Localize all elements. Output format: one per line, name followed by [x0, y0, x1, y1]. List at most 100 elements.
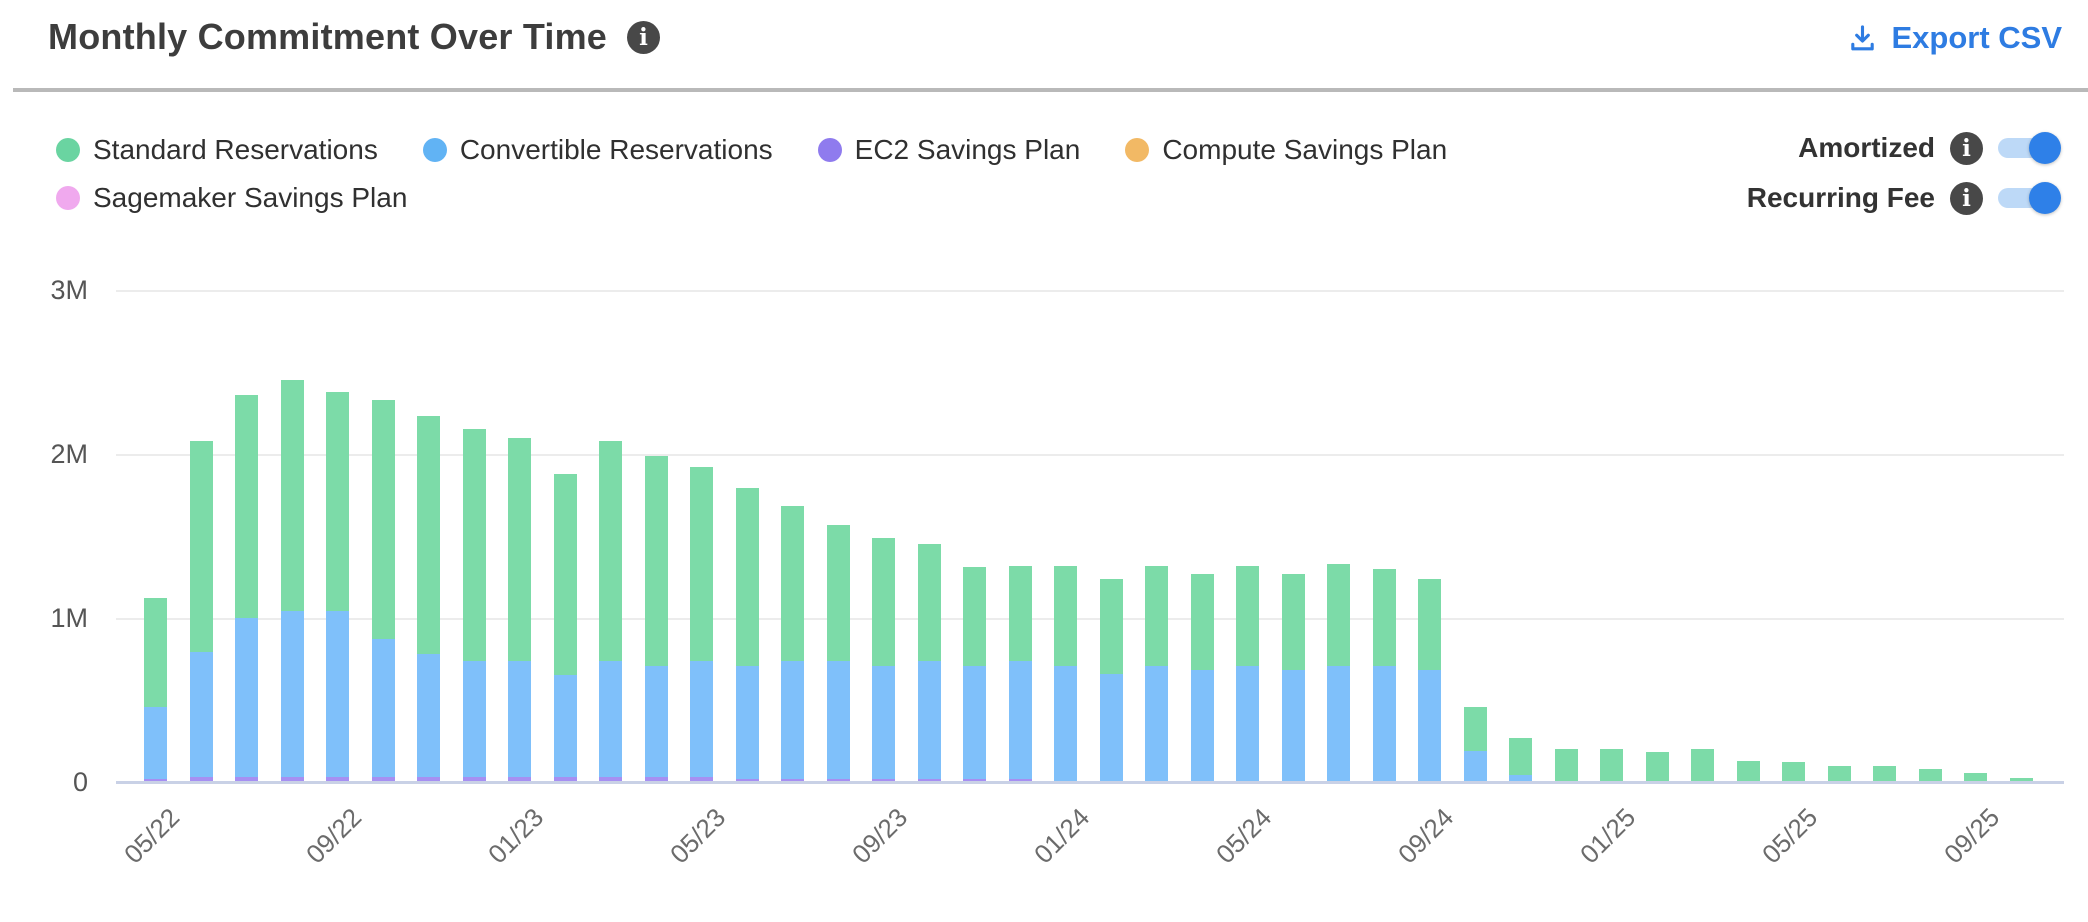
- bar-segment-ec2-savings-plan: [144, 778, 167, 782]
- bar-segment-ec2-savings-plan: [826, 778, 850, 782]
- bar-07/25[interactable]: [1873, 765, 1896, 782]
- x-axis-line: [116, 781, 2064, 784]
- bar-09/22[interactable]: [326, 391, 349, 782]
- bar-10/22[interactable]: [371, 399, 395, 782]
- bar-segment-standard-reservations: [917, 544, 941, 661]
- bar-06/22[interactable]: [189, 440, 213, 782]
- bar-08/25[interactable]: [1918, 768, 1942, 782]
- bar-05/25[interactable]: [1782, 762, 1805, 782]
- bar-03/25[interactable]: [1691, 749, 1714, 782]
- bar-02/24[interactable]: [1099, 578, 1123, 782]
- legend-row: Standard Reservations Convertible Reserva…: [56, 134, 1447, 166]
- bar-04/24[interactable]: [1190, 573, 1214, 782]
- bar-segment-standard-reservations: [2009, 777, 2033, 782]
- bar-segment-convertible-reservations: [644, 665, 668, 778]
- bar-12/24[interactable]: [1554, 749, 1578, 782]
- bar-11/22[interactable]: [417, 416, 440, 782]
- x-tick-label-05-22: 05/22: [117, 802, 185, 870]
- bar-segment-ec2-savings-plan: [872, 778, 895, 782]
- info-icon[interactable]: i: [1950, 131, 1983, 165]
- bar-segment-ec2-savings-plan: [508, 777, 531, 782]
- bar-02/23[interactable]: [553, 473, 577, 782]
- bar-11/24[interactable]: [1509, 737, 1532, 782]
- legend-item-sagemaker-savings-plan[interactable]: Sagemaker Savings Plan: [56, 182, 407, 214]
- bar-12/23[interactable]: [1008, 565, 1032, 782]
- bar-segment-standard-reservations: [1600, 749, 1623, 782]
- bar-04/25[interactable]: [1736, 760, 1760, 782]
- bar-segment-ec2-savings-plan: [280, 777, 304, 782]
- y-tick-label: 2M: [50, 439, 88, 469]
- bar-segment-convertible-reservations: [872, 665, 895, 779]
- bar-09/23[interactable]: [872, 537, 895, 782]
- bar-segment-convertible-reservations: [462, 660, 486, 778]
- bar-02/25[interactable]: [1645, 752, 1669, 782]
- toggle-switch-amortized[interactable]: [1998, 132, 2061, 164]
- bar-10/24[interactable]: [1463, 706, 1487, 782]
- legend-dot-icon: [422, 138, 447, 162]
- legend-dot-icon: [1125, 138, 1150, 162]
- bar-06/23[interactable]: [735, 488, 759, 782]
- bar-09/25[interactable]: [1964, 772, 1987, 782]
- legend-row: Sagemaker Savings Plan: [56, 182, 1447, 214]
- toggle-knob: [2029, 132, 2061, 164]
- bar-segment-ec2-savings-plan: [690, 777, 713, 782]
- bar-segment-convertible-reservations: [1008, 660, 1032, 779]
- legend-dot-icon: [56, 138, 80, 162]
- bar-segment-ec2-savings-plan: [189, 777, 213, 782]
- bar-segment-standard-reservations: [462, 429, 486, 661]
- bar-01/25[interactable]: [1600, 749, 1623, 782]
- title-info-icon[interactable]: i: [627, 20, 661, 54]
- bar-11/23[interactable]: [963, 567, 986, 782]
- bar-04/23[interactable]: [644, 455, 668, 782]
- bar-segment-standard-reservations: [371, 399, 395, 640]
- bar-07/23[interactable]: [781, 506, 804, 782]
- toggle-row-amortized: Amortized i: [1747, 130, 2062, 166]
- legend-item-ec2-savings-plan[interactable]: EC2 Savings Plan: [817, 134, 1080, 166]
- bar-segment-standard-reservations: [553, 473, 577, 676]
- bar-segment-convertible-reservations: [735, 665, 759, 779]
- bar-segment-ec2-savings-plan: [644, 777, 668, 782]
- bar-06/25[interactable]: [1827, 765, 1851, 782]
- legend-item-convertible-reservations[interactable]: Convertible Reservations: [422, 134, 773, 166]
- bar-09/24[interactable]: [1418, 578, 1441, 782]
- bar-segment-standard-reservations: [1691, 749, 1714, 782]
- bar-segment-convertible-reservations: [280, 611, 304, 778]
- bar-01/23[interactable]: [508, 437, 531, 782]
- bar-10/25[interactable]: [2009, 777, 2033, 782]
- info-icon[interactable]: i: [1950, 181, 1983, 215]
- bar-05/22[interactable]: [144, 598, 167, 782]
- bar-segment-convertible-reservations: [1145, 665, 1168, 782]
- legend-item-compute-savings-plan[interactable]: Compute Savings Plan: [1125, 134, 1447, 166]
- bar-segment-ec2-savings-plan: [1008, 778, 1032, 782]
- bar-05/24[interactable]: [1236, 565, 1259, 782]
- bar-segment-standard-reservations: [1054, 565, 1077, 666]
- bar-segment-standard-reservations: [1964, 772, 1987, 782]
- bar-10/23[interactable]: [917, 544, 941, 782]
- gridline-1M: [116, 618, 2064, 620]
- bar-segment-standard-reservations: [1509, 737, 1532, 776]
- bar-07/22[interactable]: [235, 394, 258, 782]
- bar-08/23[interactable]: [826, 524, 850, 782]
- page-title: Monthly Commitment Over Time: [48, 16, 608, 57]
- bar-segment-standard-reservations: [144, 598, 167, 707]
- bar-segment-standard-reservations: [1372, 568, 1396, 666]
- bar-08/22[interactable]: [280, 380, 304, 782]
- toggle-switch-recurring-fee[interactable]: [1998, 182, 2061, 214]
- export-csv-button[interactable]: Export CSV: [1847, 20, 2062, 56]
- bar-segment-standard-reservations: [1281, 573, 1305, 671]
- bar-12/22[interactable]: [462, 429, 486, 782]
- bar-08/24[interactable]: [1372, 568, 1396, 782]
- bar-05/23[interactable]: [690, 467, 713, 782]
- bar-segment-standard-reservations: [644, 455, 668, 666]
- bar-segment-standard-reservations: [1463, 706, 1487, 751]
- header-divider: [13, 88, 2088, 92]
- bar-06/24[interactable]: [1281, 573, 1305, 782]
- toggle-label: Recurring Fee: [1746, 182, 1935, 213]
- bar-segment-convertible-reservations: [1327, 665, 1350, 782]
- bar-07/24[interactable]: [1327, 563, 1350, 782]
- legend-dot-icon: [56, 186, 80, 210]
- bar-03/24[interactable]: [1145, 565, 1168, 782]
- legend-item-standard-reservations[interactable]: Standard Reservations: [56, 134, 378, 166]
- bar-03/23[interactable]: [599, 440, 622, 782]
- bar-01/24[interactable]: [1054, 565, 1077, 782]
